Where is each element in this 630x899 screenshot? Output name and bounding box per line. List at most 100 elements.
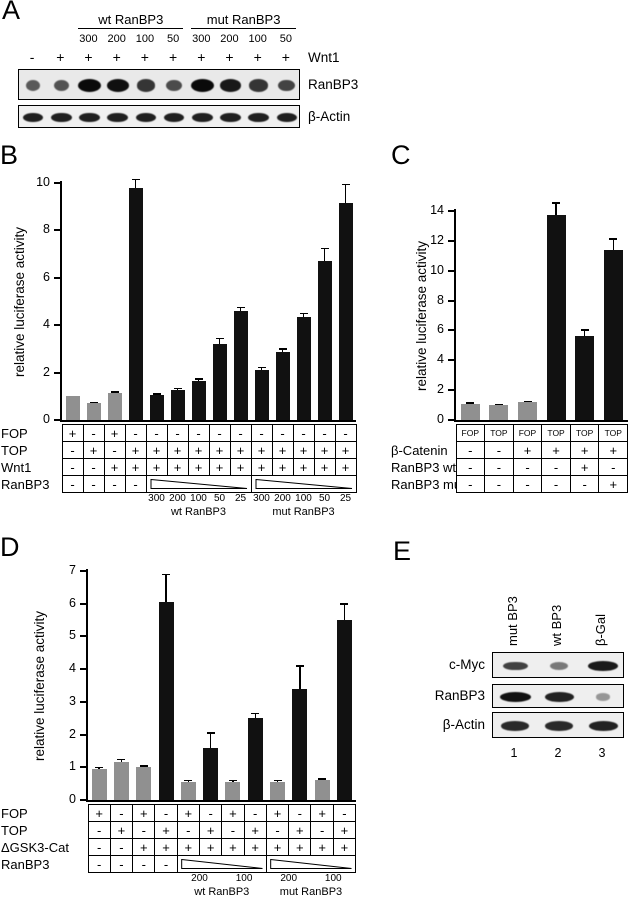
blot-band bbox=[499, 692, 531, 702]
bar bbox=[575, 335, 595, 420]
reporter-header-cell: TOP bbox=[541, 424, 571, 442]
condition-cell: + bbox=[132, 838, 156, 856]
dose-label: 25 bbox=[339, 493, 352, 505]
condition-cell: + bbox=[132, 804, 156, 822]
group-label: mut RanBP3 bbox=[272, 506, 335, 518]
y-tick bbox=[448, 239, 454, 242]
reporter-header-cell: FOP bbox=[512, 424, 543, 442]
condition-cell: - bbox=[132, 855, 156, 873]
error-bar-cap bbox=[295, 665, 304, 667]
dose-label: 50 bbox=[318, 493, 331, 505]
condition-cell: - bbox=[455, 458, 486, 476]
condition-table-b: FOP + - + - - - - - - - - - - - TOP - + - + + + + + + + + + + + Wnt1- -… bbox=[0, 424, 357, 520]
y-tick bbox=[54, 324, 60, 327]
y-tick bbox=[448, 419, 454, 421]
y-tick bbox=[54, 229, 60, 232]
y-tick-label: 4 bbox=[437, 352, 444, 367]
error-bar-cap bbox=[139, 765, 148, 767]
wnt1-condition-symbol: + bbox=[225, 49, 234, 65]
condition-cell: - bbox=[82, 475, 105, 493]
y-tick-label: 0 bbox=[43, 412, 50, 426]
bar bbox=[275, 352, 290, 420]
group-spacer bbox=[88, 886, 177, 899]
y-tick-label: 4 bbox=[69, 661, 76, 676]
condition-cell: - bbox=[292, 424, 315, 442]
wnt1-row-label: Wnt1 bbox=[308, 50, 340, 65]
condition-cell: - bbox=[250, 424, 273, 442]
lane-number: 3 bbox=[598, 746, 606, 760]
error-bar-cap bbox=[523, 400, 532, 403]
condition-cell: + bbox=[166, 458, 189, 476]
blot-band bbox=[50, 112, 72, 123]
condition-cell: - bbox=[332, 804, 357, 822]
condition-cell: - bbox=[541, 458, 571, 476]
condition-cell: - bbox=[176, 821, 200, 839]
condition-cell: - bbox=[109, 855, 134, 873]
wnt1-condition-symbol: + bbox=[281, 49, 290, 65]
condition-cell: - bbox=[512, 475, 543, 493]
y-axis-title: relative luciferase activity bbox=[414, 240, 429, 391]
condition-table-d: FOP + - + - + - + - + - + - TOP - + - + - + - + - + - + ΔGSK3-Cat -… bbox=[0, 804, 357, 899]
y-tick bbox=[54, 419, 60, 421]
dose-label: 200 bbox=[169, 493, 186, 505]
condition-cell: + bbox=[229, 458, 252, 476]
blot-band bbox=[588, 661, 618, 671]
y-tick-label: 2 bbox=[69, 726, 76, 741]
condition-cell: - bbox=[187, 424, 210, 442]
bar bbox=[225, 782, 241, 800]
reporter-header-cell: TOP bbox=[569, 424, 600, 442]
wnt1-condition-symbol: + bbox=[197, 49, 206, 65]
blot-band bbox=[278, 79, 296, 92]
blot-band bbox=[107, 112, 129, 123]
bar bbox=[314, 780, 330, 800]
condition-cell: + bbox=[198, 821, 223, 839]
bar bbox=[107, 392, 122, 420]
blot-band bbox=[502, 661, 528, 671]
condition-cell: + bbox=[313, 458, 336, 476]
condition-cell: + bbox=[145, 441, 168, 459]
error-bar-line bbox=[120, 759, 123, 763]
blot-band bbox=[135, 112, 157, 123]
error-bar-cap bbox=[152, 393, 161, 395]
blot-band bbox=[276, 112, 298, 123]
error-bar-cap bbox=[340, 603, 349, 605]
condition-cell: + bbox=[187, 441, 210, 459]
y-axis-line bbox=[86, 569, 88, 802]
condition-cell: - bbox=[265, 821, 290, 839]
error-bar-cap bbox=[95, 766, 104, 769]
y-axis-title: relative luciferase activity bbox=[12, 226, 27, 377]
condition-cell: - bbox=[103, 475, 126, 493]
dose-spacer bbox=[62, 493, 146, 506]
dose-label: 50 bbox=[279, 33, 293, 45]
blot-band bbox=[220, 112, 241, 123]
y-tick-label: 0 bbox=[437, 412, 444, 426]
condition-cell: + bbox=[271, 441, 294, 459]
condition-cell: + bbox=[187, 458, 210, 476]
blot-band bbox=[550, 662, 568, 670]
x-axis-line bbox=[86, 800, 356, 802]
blot-band bbox=[78, 79, 101, 92]
condition-cell: + bbox=[332, 838, 357, 856]
error-bar-cap bbox=[184, 779, 193, 782]
condition-cell: - bbox=[541, 475, 571, 493]
row-label-spacer bbox=[0, 886, 88, 899]
dose-label: 100 bbox=[235, 873, 253, 885]
error-bar-cap bbox=[215, 337, 224, 340]
condition-cell: - bbox=[598, 458, 629, 476]
dose-label: 300 bbox=[148, 493, 165, 505]
wnt1-condition-symbol: + bbox=[169, 49, 178, 65]
condition-cell: - bbox=[87, 855, 111, 873]
y-axis-line bbox=[454, 209, 456, 422]
error-bar-line bbox=[197, 378, 200, 381]
blot-label: β-Actin bbox=[308, 108, 351, 124]
condition-cell: - bbox=[154, 804, 178, 822]
bar bbox=[113, 762, 129, 800]
error-bar-line bbox=[302, 313, 305, 317]
row-label: β-Catenin bbox=[391, 442, 448, 458]
condition-cell: - bbox=[82, 424, 105, 442]
dose-label: 300 bbox=[192, 33, 211, 45]
condition-cell: + bbox=[124, 441, 147, 459]
error-bar-line bbox=[254, 713, 256, 719]
error-bar-cap bbox=[110, 391, 119, 393]
error-bar-cap bbox=[117, 758, 126, 761]
